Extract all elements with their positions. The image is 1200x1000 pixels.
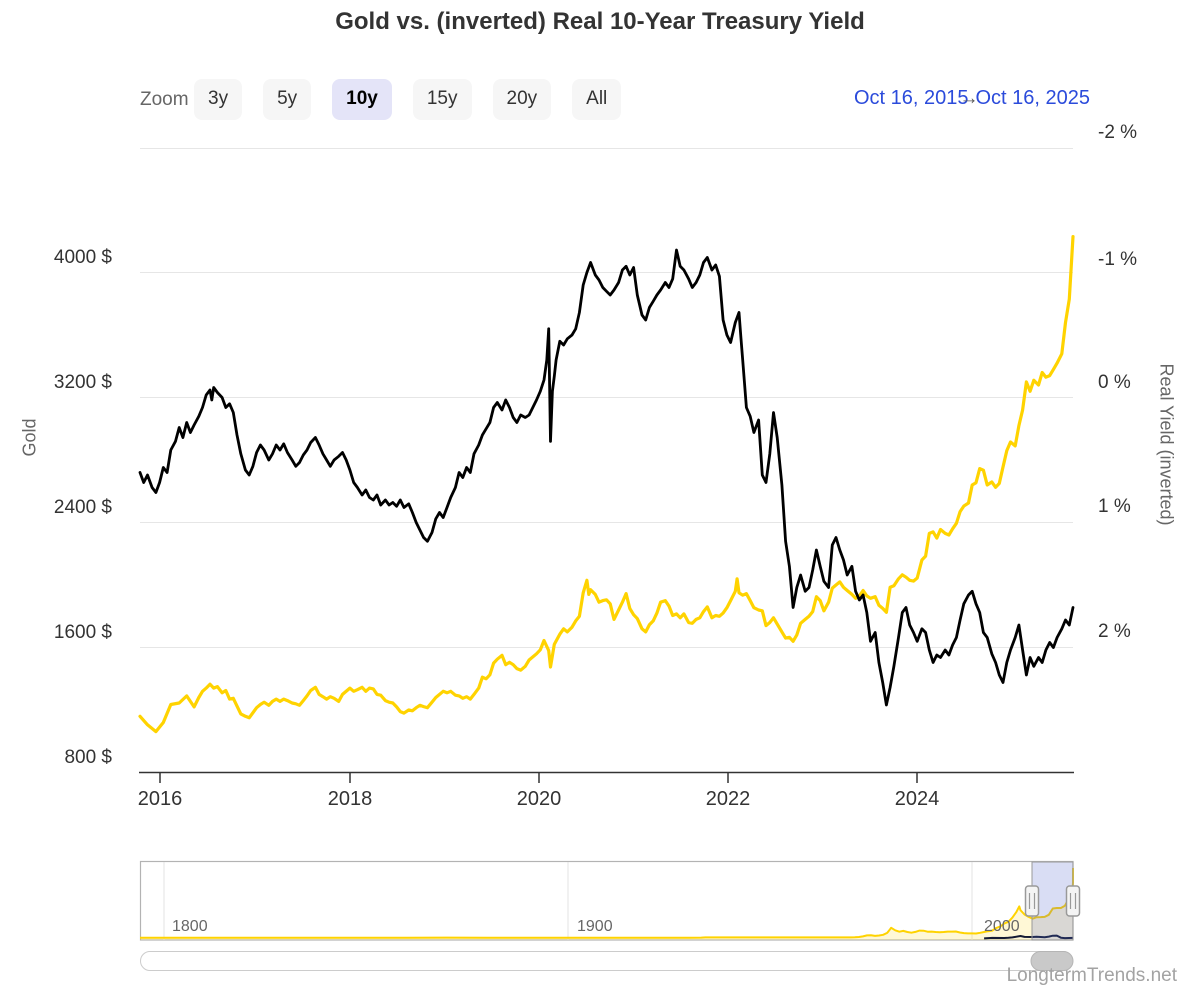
x-axis-tick-2024: 2024 bbox=[894, 788, 940, 810]
x-axis-tick-2016: 2016 bbox=[137, 788, 183, 810]
zoom-label: Zoom bbox=[140, 89, 189, 110]
navigator-right-handle[interactable] bbox=[1065, 885, 1081, 917]
gold-axis-title: Gold bbox=[19, 418, 40, 457]
range-button-all[interactable]: All bbox=[572, 79, 622, 120]
date-range: Oct 16, 2015 → Oct 16, 2025 bbox=[854, 87, 1090, 110]
gold-axis-tick-3200: 3200 $ bbox=[53, 372, 112, 393]
page-title: Gold vs. (inverted) Real 10-Year Treasur… bbox=[335, 8, 865, 35]
gold-axis-tick-800: 800 $ bbox=[64, 747, 112, 768]
scrollbar-thumb[interactable] bbox=[1030, 951, 1074, 971]
gold-axis-tick-4000: 4000 $ bbox=[53, 247, 112, 268]
x-axis bbox=[139, 771, 1074, 783]
navigator-tick-1800: 1800 bbox=[172, 918, 208, 935]
scrollbar[interactable] bbox=[140, 951, 1074, 971]
range-button-5y[interactable]: 5y bbox=[263, 79, 312, 120]
horizontal-gridlines bbox=[140, 148, 1073, 648]
navigator-gridlines bbox=[163, 862, 973, 940]
gold-axis-tick-2400: 2400 $ bbox=[53, 497, 112, 518]
navigator-yield-line bbox=[984, 934, 1074, 940]
yield-axis-tick-0: 0 % bbox=[1098, 372, 1131, 393]
yield-axis-tick-1: 1 % bbox=[1098, 496, 1131, 517]
yield-axis-tick-2: 2 % bbox=[1098, 621, 1131, 642]
x-axis-tick-2020: 2020 bbox=[516, 788, 562, 810]
yield-axis-tick-neg1: -1 % bbox=[1098, 249, 1138, 270]
arrow-right-icon: → bbox=[959, 87, 979, 109]
navigator-tick-2000: 2000 bbox=[984, 918, 1020, 935]
watermark-link[interactable]: LongtermTrends.net bbox=[1006, 965, 1177, 986]
real-yield-series-line bbox=[138, 248, 1075, 707]
navigator-left-handle[interactable] bbox=[1024, 885, 1040, 917]
range-from-input[interactable]: Oct 16, 2015 bbox=[853, 87, 969, 109]
x-axis-tick-2018: 2018 bbox=[327, 788, 373, 810]
navigator[interactable] bbox=[139, 860, 1081, 941]
yield-axis-tick-neg2: -2 % bbox=[1098, 122, 1138, 143]
range-selector: 3y 5y 10y 15y 20y All bbox=[194, 79, 622, 120]
navigator-tick-1900: 1900 bbox=[577, 918, 613, 935]
gold-series-line bbox=[138, 235, 1075, 734]
gold-axis-tick-1600: 1600 $ bbox=[53, 622, 112, 643]
range-button-20y[interactable]: 20y bbox=[492, 79, 552, 120]
x-axis-tick-2022: 2022 bbox=[705, 788, 751, 810]
yield-axis-title: Real Yield (inverted) bbox=[1156, 363, 1177, 526]
navigator-gold-line bbox=[140, 868, 1074, 939]
range-button-15y[interactable]: 15y bbox=[412, 79, 472, 120]
range-to-input[interactable]: Oct 16, 2025 bbox=[975, 87, 1090, 109]
range-button-3y[interactable]: 3y bbox=[194, 79, 243, 120]
range-button-10y[interactable]: 10y bbox=[332, 79, 392, 120]
